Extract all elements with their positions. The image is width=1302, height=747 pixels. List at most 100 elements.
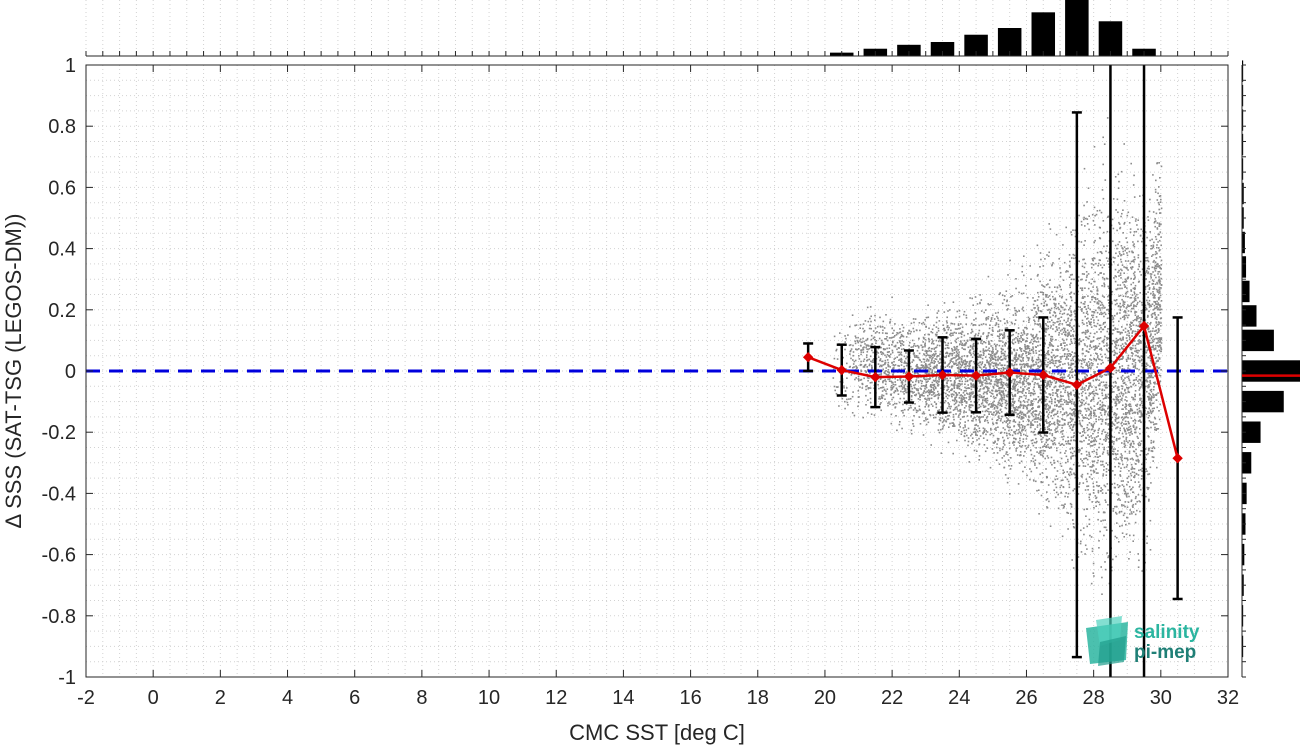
scatter-point bbox=[1069, 284, 1071, 286]
scatter-point bbox=[1074, 404, 1077, 407]
scatter-point bbox=[1032, 352, 1035, 354]
scatter-point bbox=[1120, 510, 1123, 513]
scatter-point bbox=[965, 387, 968, 390]
scatter-point bbox=[1094, 348, 1097, 350]
scatter-point bbox=[937, 327, 940, 330]
scatter-point bbox=[1067, 320, 1069, 322]
scatter-point bbox=[993, 408, 996, 410]
scatter-point bbox=[1156, 406, 1158, 409]
scatter-point bbox=[881, 386, 883, 389]
scatter-point bbox=[1041, 284, 1043, 286]
scatter-point bbox=[1100, 311, 1102, 314]
scatter-point bbox=[965, 362, 968, 365]
scatter-point bbox=[1072, 526, 1075, 528]
scatter-point bbox=[1130, 405, 1132, 408]
scatter-point bbox=[1059, 320, 1061, 322]
scatter-point bbox=[1071, 447, 1074, 450]
scatter-point bbox=[1032, 411, 1034, 413]
scatter-point bbox=[958, 401, 961, 404]
scatter-point bbox=[1059, 394, 1062, 397]
scatter-point bbox=[1090, 435, 1092, 437]
scatter-point bbox=[1045, 392, 1047, 394]
scatter-point bbox=[1027, 420, 1030, 423]
scatter-point bbox=[892, 383, 895, 386]
scatter-point bbox=[1016, 358, 1019, 361]
scatter-point bbox=[1010, 457, 1012, 459]
scatter-point bbox=[1093, 430, 1095, 432]
scatter-point bbox=[1060, 491, 1062, 494]
scatter-point bbox=[1057, 365, 1060, 368]
scatter-point bbox=[970, 410, 973, 412]
scatter-point bbox=[982, 381, 984, 383]
scatter-point bbox=[1078, 339, 1080, 341]
scatter-point bbox=[895, 402, 898, 405]
scatter-point bbox=[954, 396, 956, 399]
scatter-point bbox=[987, 275, 990, 278]
scatter-point bbox=[1148, 310, 1150, 313]
scatter-point bbox=[1129, 509, 1131, 511]
scatter-point bbox=[1016, 367, 1018, 370]
scatter-point bbox=[946, 380, 949, 382]
scatter-point bbox=[943, 392, 945, 394]
scatter-point bbox=[940, 361, 942, 364]
scatter-point bbox=[871, 361, 874, 363]
scatter-point bbox=[884, 379, 886, 381]
scatter-point bbox=[1155, 326, 1157, 328]
scatter-point bbox=[975, 423, 978, 426]
scatter-point bbox=[1012, 360, 1014, 362]
scatter-point bbox=[985, 349, 987, 352]
scatter-point bbox=[1117, 400, 1119, 402]
scatter-point bbox=[1129, 231, 1132, 233]
scatter-point bbox=[1102, 475, 1104, 477]
scatter-point bbox=[1080, 435, 1083, 438]
scatter-point bbox=[949, 411, 952, 414]
scatter-point bbox=[1052, 394, 1054, 397]
scatter-point bbox=[1128, 422, 1130, 425]
scatter-point bbox=[963, 415, 965, 418]
scatter-point bbox=[1025, 438, 1028, 440]
scatter-point bbox=[1115, 456, 1117, 459]
scatter-point bbox=[1085, 364, 1087, 366]
scatter-point bbox=[1158, 203, 1160, 206]
scatter-point bbox=[969, 339, 971, 341]
scatter-point bbox=[1160, 268, 1162, 270]
scatter-point bbox=[1122, 419, 1124, 421]
scatter-point bbox=[1149, 382, 1152, 385]
scatter-point bbox=[854, 378, 856, 381]
scatter-point bbox=[980, 354, 982, 356]
scatter-point bbox=[1098, 388, 1101, 390]
scatter-point bbox=[1082, 378, 1084, 381]
scatter-point bbox=[1124, 317, 1126, 319]
scatter-point bbox=[903, 365, 905, 368]
scatter-point bbox=[1139, 372, 1142, 375]
scatter-point bbox=[1107, 312, 1110, 315]
scatter-point bbox=[1114, 448, 1116, 450]
scatter-point bbox=[972, 348, 974, 350]
scatter-point bbox=[1021, 428, 1023, 431]
scatter-point bbox=[1014, 361, 1016, 364]
scatter-point bbox=[1074, 302, 1076, 304]
scatter-point bbox=[872, 359, 874, 362]
scatter-point bbox=[1037, 356, 1040, 359]
scatter-point bbox=[1140, 411, 1142, 414]
scatter-point bbox=[1054, 398, 1056, 400]
scatter-point bbox=[1068, 412, 1071, 415]
scatter-point bbox=[1070, 318, 1073, 321]
scatter-point bbox=[1104, 410, 1106, 412]
scatter-point bbox=[918, 358, 921, 361]
scatter-point bbox=[1004, 295, 1006, 297]
scatter-point bbox=[1128, 452, 1131, 454]
scatter-point bbox=[1132, 344, 1134, 347]
scatter-point bbox=[1101, 453, 1104, 455]
scatter-point bbox=[1054, 315, 1057, 318]
scatter-point bbox=[1152, 271, 1154, 273]
scatter-point bbox=[1119, 485, 1121, 487]
scatter-point bbox=[994, 441, 996, 443]
scatter-point bbox=[860, 341, 863, 344]
scatter-point bbox=[870, 338, 873, 341]
scatter-point bbox=[986, 335, 989, 338]
scatter-point bbox=[1112, 448, 1115, 450]
scatter-point bbox=[1027, 404, 1029, 407]
scatter-point bbox=[915, 409, 918, 412]
scatter-point bbox=[1020, 336, 1022, 339]
